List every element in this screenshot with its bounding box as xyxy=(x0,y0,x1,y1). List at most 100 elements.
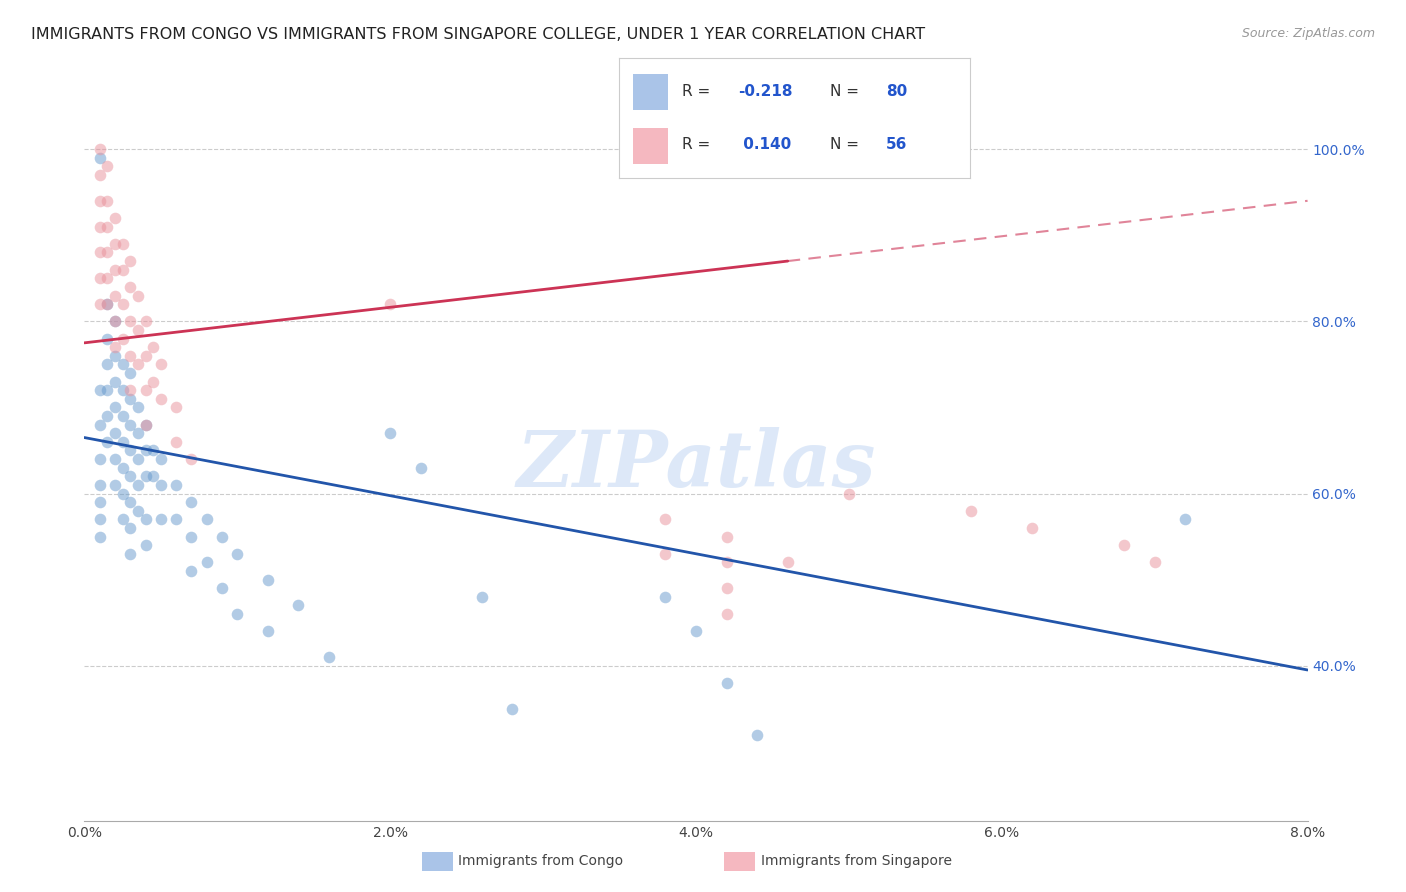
Point xyxy=(96,245,118,260)
Point xyxy=(747,727,769,741)
Point xyxy=(120,547,142,561)
Point xyxy=(120,417,142,432)
Point xyxy=(127,401,149,415)
Point xyxy=(142,469,165,483)
Point xyxy=(111,409,134,423)
Point xyxy=(135,349,157,363)
Point xyxy=(127,426,149,441)
Point xyxy=(135,512,157,526)
Point xyxy=(226,547,249,561)
Point xyxy=(135,469,157,483)
Point xyxy=(716,607,738,621)
Text: 0.140: 0.140 xyxy=(738,137,792,153)
Point xyxy=(89,142,111,156)
Text: -0.218: -0.218 xyxy=(738,84,793,99)
Point xyxy=(149,392,172,406)
Point xyxy=(104,340,127,354)
Point xyxy=(89,452,111,467)
Point xyxy=(120,314,142,328)
Point xyxy=(180,452,202,467)
Point xyxy=(409,460,432,475)
Point xyxy=(211,530,233,544)
Point xyxy=(149,357,172,371)
Text: Immigrants from Singapore: Immigrants from Singapore xyxy=(761,854,952,868)
Point xyxy=(776,555,799,569)
Point xyxy=(135,417,157,432)
Point xyxy=(96,219,118,234)
Point xyxy=(226,607,249,621)
Point xyxy=(111,383,134,397)
Point xyxy=(120,254,142,268)
Text: 80: 80 xyxy=(886,84,907,99)
Text: R =: R = xyxy=(682,84,716,99)
Point xyxy=(111,236,134,251)
Point xyxy=(960,504,983,518)
Point xyxy=(89,297,111,311)
Point xyxy=(89,194,111,208)
Point xyxy=(111,297,134,311)
Point xyxy=(149,512,172,526)
Point xyxy=(104,314,127,328)
Point xyxy=(96,434,118,449)
Point xyxy=(716,676,738,690)
Point xyxy=(257,624,280,639)
Point xyxy=(127,478,149,492)
Point xyxy=(165,434,187,449)
Point xyxy=(104,349,127,363)
Point xyxy=(89,478,111,492)
Point xyxy=(111,262,134,277)
Point xyxy=(654,590,676,604)
Text: R =: R = xyxy=(682,137,716,153)
Point xyxy=(165,478,187,492)
Point xyxy=(195,512,218,526)
Point xyxy=(654,547,676,561)
Point xyxy=(96,383,118,397)
Point xyxy=(685,624,707,639)
Point xyxy=(89,495,111,509)
Point xyxy=(120,392,142,406)
Point xyxy=(120,495,142,509)
Point xyxy=(111,486,134,500)
Point xyxy=(104,401,127,415)
Point xyxy=(149,452,172,467)
Point xyxy=(1174,512,1197,526)
Point xyxy=(257,573,280,587)
Point xyxy=(1143,555,1166,569)
Point xyxy=(127,288,149,302)
Bar xyxy=(633,74,668,110)
Point xyxy=(111,460,134,475)
Text: Source: ZipAtlas.com: Source: ZipAtlas.com xyxy=(1241,27,1375,40)
Point xyxy=(142,375,165,389)
Point xyxy=(135,417,157,432)
Point xyxy=(111,332,134,346)
Point xyxy=(142,443,165,458)
Point xyxy=(195,555,218,569)
Point xyxy=(180,495,202,509)
Point xyxy=(120,349,142,363)
Point xyxy=(120,443,142,458)
Point xyxy=(135,443,157,458)
Point xyxy=(104,262,127,277)
Point xyxy=(135,314,157,328)
Point xyxy=(127,452,149,467)
Point xyxy=(716,581,738,595)
Point xyxy=(120,521,142,535)
Point xyxy=(471,590,494,604)
Point xyxy=(1021,521,1043,535)
Point xyxy=(838,486,860,500)
Point xyxy=(96,409,118,423)
Point xyxy=(104,236,127,251)
Point xyxy=(127,323,149,337)
Point xyxy=(135,538,157,552)
Point xyxy=(104,375,127,389)
Text: ZIPatlas: ZIPatlas xyxy=(516,427,876,503)
Point xyxy=(180,564,202,578)
Point xyxy=(104,288,127,302)
Point xyxy=(104,426,127,441)
Text: IMMIGRANTS FROM CONGO VS IMMIGRANTS FROM SINGAPORE COLLEGE, UNDER 1 YEAR CORRELA: IMMIGRANTS FROM CONGO VS IMMIGRANTS FROM… xyxy=(31,27,925,42)
Point xyxy=(96,160,118,174)
Point xyxy=(96,297,118,311)
Point xyxy=(96,357,118,371)
Point xyxy=(89,219,111,234)
Point xyxy=(120,280,142,294)
